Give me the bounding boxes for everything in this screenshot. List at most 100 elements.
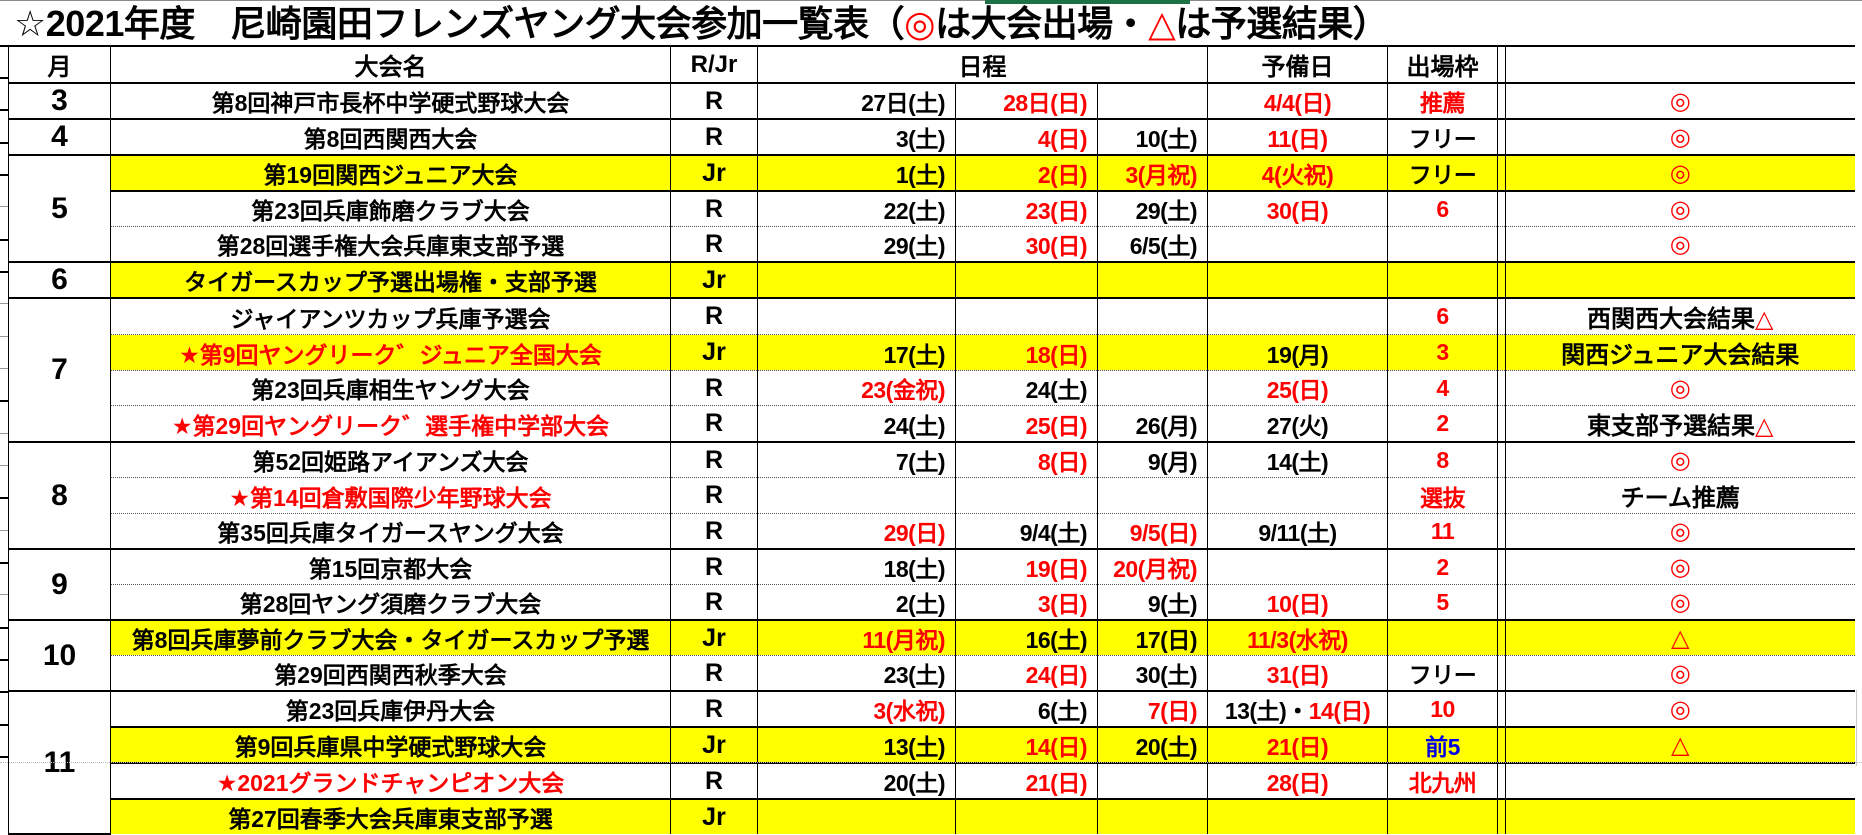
schedule-date1-cell[interactable]: 3(土) [757, 118, 956, 155]
slots-cell[interactable]: 選抜 [1387, 477, 1498, 514]
result-cell[interactable]: チーム推薦 [1505, 477, 1855, 514]
division-cell[interactable]: R [670, 118, 758, 155]
schedule-date2-cell[interactable]: 19(日) [955, 548, 1098, 585]
tournament-name-cell[interactable]: タイガースカップ予選出場権・支部予選 [110, 261, 671, 298]
result-cell[interactable]: ◎ [1505, 584, 1855, 620]
month-cell-9[interactable]: 9 [8, 549, 111, 621]
result-cell[interactable]: 西関西大会結果△ [1505, 297, 1855, 335]
result-cell[interactable]: ◎ [1505, 154, 1855, 191]
division-cell[interactable]: R [670, 370, 758, 406]
reserve-date-cell[interactable] [1207, 261, 1388, 298]
division-cell[interactable]: Jr [670, 261, 758, 298]
tournament-name-cell[interactable]: ★第14回倉敷国際少年野球大会 [110, 477, 671, 514]
division-cell[interactable]: Jr [670, 334, 758, 371]
schedule-date1-cell[interactable]: 13(土) [757, 726, 956, 763]
slots-cell[interactable]: 北九州 [1387, 762, 1498, 799]
tournament-name-cell[interactable]: 第9回兵庫県中学硬式野球大会 [110, 726, 671, 763]
tournament-name-cell[interactable]: 第27回春季大会兵庫東支部予選 [110, 798, 671, 834]
tournament-name-cell[interactable]: 第28回選手権大会兵庫東支部予選 [110, 226, 671, 262]
schedule-date2-cell[interactable]: 16(土) [955, 619, 1098, 656]
result-cell[interactable]: 東支部予選結果△ [1505, 405, 1855, 442]
slots-cell[interactable] [1387, 798, 1498, 834]
column-header-slots[interactable]: 出場枠 [1387, 46, 1498, 84]
slots-cell[interactable]: 推薦 [1387, 82, 1498, 119]
tournament-name-cell[interactable]: 第28回ヤング須磨クラブ大会 [110, 584, 671, 620]
schedule-date2-cell[interactable]: 24(土) [955, 370, 1098, 406]
result-cell[interactable] [1505, 798, 1855, 834]
schedule-date3-cell[interactable]: 20(月祝) [1097, 548, 1208, 585]
reserve-date-cell[interactable]: 11(日) [1207, 118, 1388, 155]
column-header-schedule[interactable]: 日程 [757, 46, 1208, 84]
tournament-name-cell[interactable]: 第15回京都大会 [110, 548, 671, 585]
schedule-date2-cell[interactable]: 28日(日) [955, 82, 1098, 119]
schedule-date1-cell[interactable] [757, 798, 956, 834]
division-cell[interactable]: R [670, 405, 758, 442]
result-cell[interactable]: ◎ [1505, 441, 1855, 478]
slots-cell[interactable]: フリー [1387, 655, 1498, 691]
result-cell[interactable]: ◎ [1505, 118, 1855, 155]
schedule-date3-cell[interactable]: 3(月祝) [1097, 154, 1208, 191]
reserve-date-cell[interactable]: 4(火祝) [1207, 154, 1388, 191]
tournament-name-cell[interactable]: 第19回関西ジュニア大会 [110, 154, 671, 191]
result-cell[interactable]: 関西ジュニア大会結果 [1505, 334, 1855, 371]
division-cell[interactable]: R [670, 584, 758, 620]
tournament-name-cell[interactable]: 第35回兵庫タイガースヤング大会 [110, 513, 671, 549]
column-header-reserve[interactable]: 予備日 [1207, 46, 1388, 84]
result-cell[interactable]: △ [1505, 619, 1855, 656]
month-cell-10[interactable]: 10 [8, 620, 111, 692]
result-cell[interactable]: ◎ [1505, 513, 1855, 549]
division-cell[interactable]: R [670, 441, 758, 478]
schedule-date3-cell[interactable]: 7(日) [1097, 690, 1208, 727]
slots-cell[interactable]: 6 [1387, 297, 1498, 335]
division-cell[interactable]: R [670, 82, 758, 119]
schedule-date3-cell[interactable] [1097, 762, 1208, 799]
schedule-date1-cell[interactable] [757, 297, 956, 335]
reserve-date-cell[interactable]: 30(日) [1207, 190, 1388, 227]
schedule-date1-cell[interactable]: 23(土) [757, 655, 956, 691]
slots-cell[interactable]: 2 [1387, 405, 1498, 442]
reserve-date-cell[interactable]: 28(日) [1207, 762, 1388, 799]
tournament-name-cell[interactable]: ★第29回ヤングリーク゛選手権中学部大会 [110, 405, 671, 442]
slots-cell[interactable]: 11 [1387, 513, 1498, 549]
reserve-date-cell[interactable] [1207, 297, 1388, 335]
tournament-name-cell[interactable]: 第23回兵庫相生ヤング大会 [110, 370, 671, 406]
division-cell[interactable]: R [670, 690, 758, 727]
column-header-division[interactable]: R/Jr [670, 46, 758, 84]
tournament-name-cell[interactable]: 第23回兵庫伊丹大会 [110, 690, 671, 727]
slots-cell[interactable]: 5 [1387, 584, 1498, 620]
month-cell-6[interactable]: 6 [8, 262, 111, 299]
tournament-name-cell[interactable]: 第8回西関西大会 [110, 118, 671, 155]
reserve-date-cell[interactable]: 21(日) [1207, 726, 1388, 763]
reserve-date-cell[interactable] [1207, 226, 1388, 262]
schedule-date2-cell[interactable] [955, 477, 1098, 514]
reserve-date-cell[interactable]: 25(日) [1207, 370, 1388, 406]
schedule-date3-cell[interactable]: 9(土) [1097, 584, 1208, 620]
schedule-date2-cell[interactable] [955, 798, 1098, 834]
schedule-date1-cell[interactable]: 20(土) [757, 762, 956, 799]
schedule-date2-cell[interactable]: 9/4(土) [955, 513, 1098, 549]
schedule-date2-cell[interactable]: 23(日) [955, 190, 1098, 227]
schedule-date1-cell[interactable]: 3(水祝) [757, 690, 956, 727]
tournament-name-cell[interactable]: 第29回西関西秋季大会 [110, 655, 671, 691]
schedule-date2-cell[interactable] [955, 261, 1098, 298]
schedule-date3-cell[interactable]: 9/5(日) [1097, 513, 1208, 549]
division-cell[interactable]: R [670, 190, 758, 227]
schedule-date1-cell[interactable]: 2(土) [757, 584, 956, 620]
division-cell[interactable]: R [670, 762, 758, 799]
schedule-date1-cell[interactable]: 7(土) [757, 441, 956, 478]
schedule-date1-cell[interactable] [757, 261, 956, 298]
slots-cell[interactable]: 8 [1387, 441, 1498, 478]
schedule-date1-cell[interactable]: 29(土) [757, 226, 956, 262]
schedule-date1-cell[interactable]: 29(日) [757, 513, 956, 549]
reserve-date-cell[interactable]: 13(土)・14(日) [1207, 690, 1388, 727]
tournament-name-cell[interactable]: 第8回神戸市長杯中学硬式野球大会 [110, 82, 671, 119]
schedule-date1-cell[interactable]: 1(土) [757, 154, 956, 191]
month-cell-7[interactable]: 7 [8, 298, 111, 443]
reserve-date-cell[interactable]: 19(月) [1207, 334, 1388, 371]
reserve-date-cell[interactable] [1207, 798, 1388, 834]
schedule-date2-cell[interactable]: 8(日) [955, 441, 1098, 478]
reserve-date-cell[interactable]: 4/4(日) [1207, 82, 1388, 119]
schedule-date3-cell[interactable] [1097, 798, 1208, 834]
schedule-date2-cell[interactable]: 21(日) [955, 762, 1098, 799]
reserve-date-cell[interactable] [1207, 477, 1388, 514]
